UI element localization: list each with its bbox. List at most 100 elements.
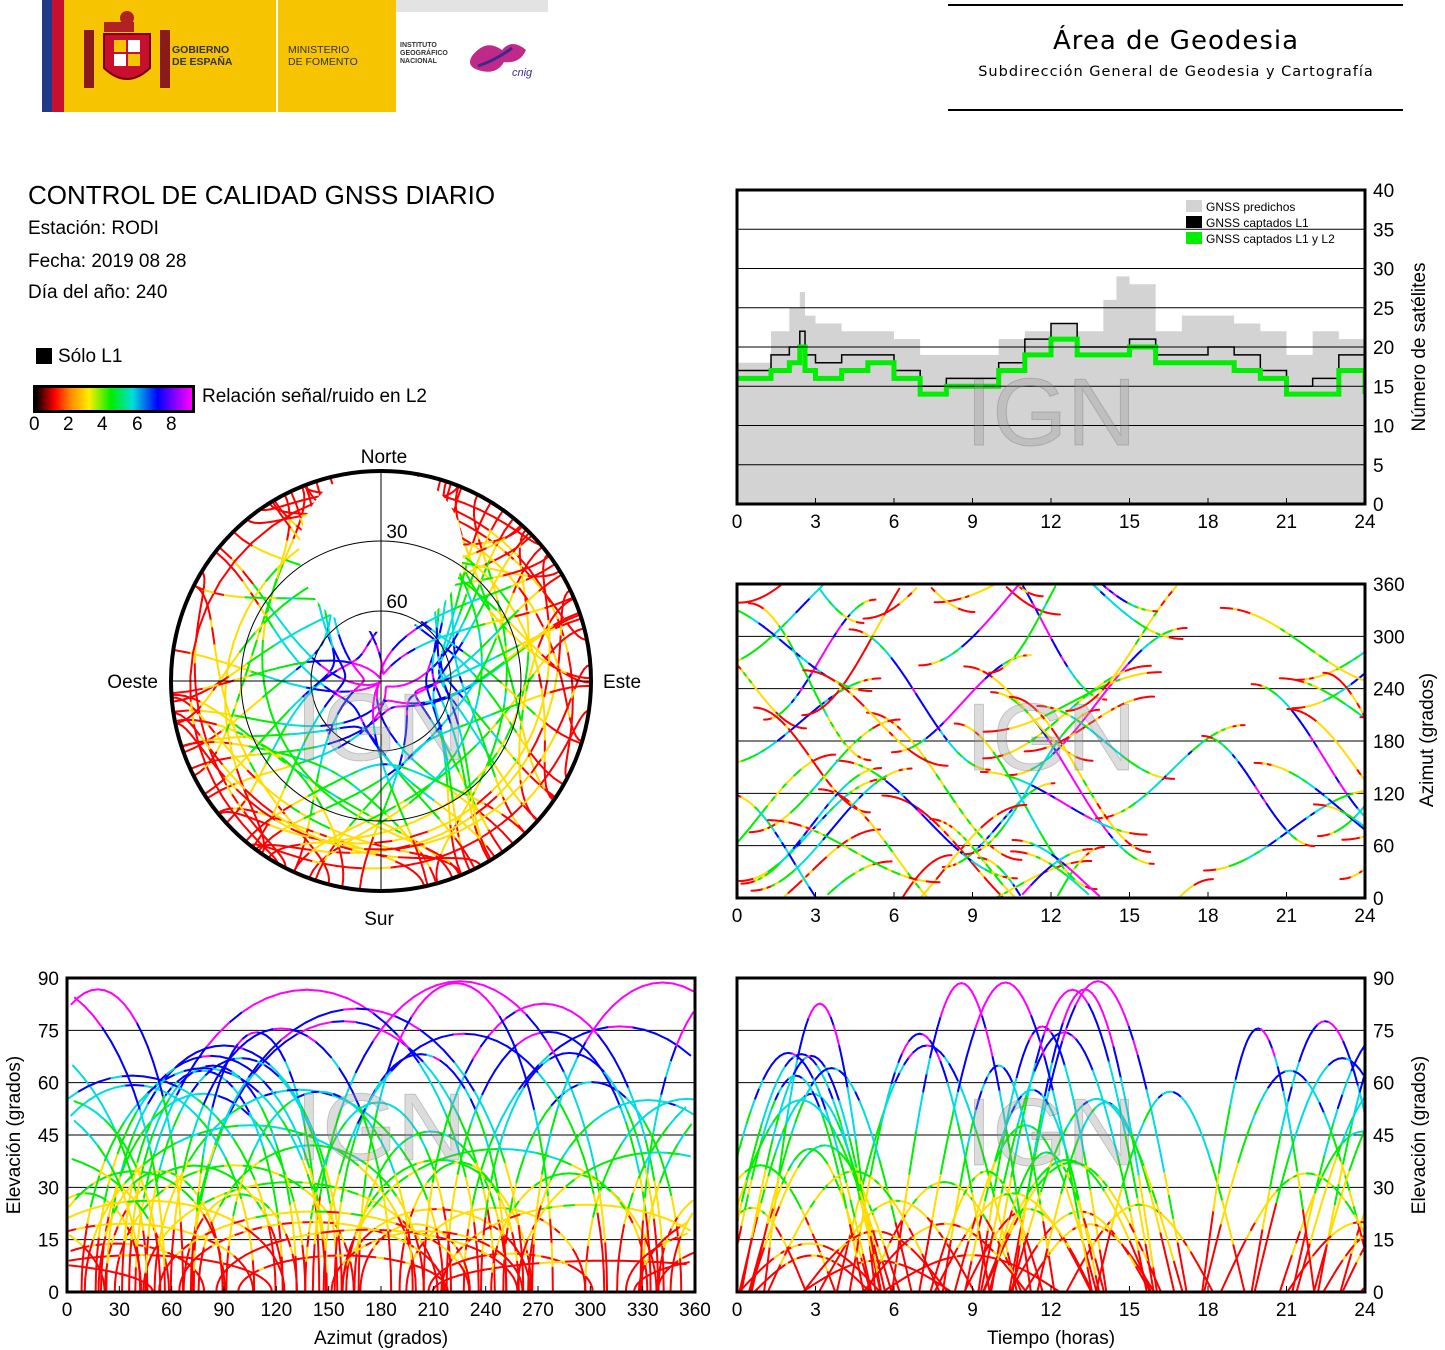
skyplot-track bbox=[523, 690, 528, 700]
skyplot-track bbox=[400, 820, 416, 828]
azimuth-track bbox=[979, 871, 986, 879]
azimuth-track bbox=[898, 791, 906, 798]
skyplot-track bbox=[410, 749, 418, 756]
skyplot-track bbox=[471, 532, 478, 546]
skyplot-track bbox=[577, 675, 586, 679]
azimuth-track bbox=[1374, 858, 1377, 861]
skyplot-track bbox=[442, 782, 453, 789]
skyplot-track bbox=[375, 853, 389, 858]
skyplot-track bbox=[233, 723, 243, 731]
azimuth-track bbox=[1096, 803, 1103, 811]
azimuth-track bbox=[1010, 808, 1017, 816]
azimuth-track bbox=[1101, 689, 1108, 697]
skyplot-track bbox=[254, 695, 265, 705]
skyplot-track bbox=[347, 689, 358, 693]
skyplot-track bbox=[197, 603, 209, 630]
skyplot-track bbox=[337, 845, 342, 855]
azimuth-track bbox=[1406, 740, 1410, 746]
x-tick-label: 24 bbox=[1354, 906, 1376, 927]
skyplot-track bbox=[324, 746, 340, 755]
skyplot-track bbox=[414, 791, 424, 802]
skyplot-track bbox=[315, 786, 326, 793]
skyplot-track bbox=[458, 658, 468, 668]
azimuth-track bbox=[1047, 738, 1054, 747]
x-tick-label: 3 bbox=[810, 512, 821, 533]
skyplot-track bbox=[508, 574, 521, 590]
skyplot-track bbox=[275, 849, 286, 854]
skyplot-track bbox=[457, 696, 466, 707]
skyplot-track bbox=[409, 830, 430, 838]
skyplot-track bbox=[434, 724, 443, 733]
skyplot-track bbox=[568, 730, 575, 740]
skyplot-track bbox=[528, 754, 533, 764]
skyplot-track bbox=[403, 734, 407, 746]
skyplot-track bbox=[559, 745, 567, 757]
skyplot-track bbox=[453, 836, 463, 849]
skyplot-track bbox=[324, 812, 330, 822]
skyplot-track bbox=[432, 652, 435, 661]
elev-az-track bbox=[339, 1233, 346, 1245]
skyplot-track bbox=[406, 627, 418, 637]
skyplot-track bbox=[231, 753, 238, 769]
azimuth-track bbox=[1396, 831, 1399, 835]
skyplot-track bbox=[444, 813, 464, 825]
skyplot-track bbox=[199, 598, 203, 608]
skyplot-track bbox=[279, 663, 296, 669]
azimuth-track bbox=[1050, 727, 1057, 735]
azimuth-track bbox=[1171, 585, 1178, 592]
azimuth-track bbox=[1298, 719, 1304, 727]
skyplot-track bbox=[242, 580, 253, 595]
azimuth-track bbox=[1397, 820, 1401, 822]
azimuth-track bbox=[860, 647, 867, 657]
y-tick-label: 60 bbox=[1373, 837, 1394, 858]
azimuth-track bbox=[804, 881, 811, 889]
azimuth-track bbox=[1138, 631, 1145, 640]
skyplot-track bbox=[451, 799, 456, 814]
azimuth-track bbox=[717, 645, 720, 647]
skyplot-track bbox=[483, 667, 494, 677]
skyplot-track bbox=[490, 766, 497, 779]
skyplot-track bbox=[299, 644, 312, 658]
skyplot-track bbox=[507, 643, 521, 652]
skyplot-track bbox=[531, 659, 535, 668]
skyplot-track bbox=[494, 715, 504, 726]
skyplot-track bbox=[202, 710, 220, 714]
skyplot-track bbox=[265, 696, 272, 712]
azimuth-track bbox=[1127, 657, 1135, 665]
skyplot-track bbox=[485, 723, 494, 734]
azimuth-track bbox=[1341, 749, 1348, 756]
elev-az-track bbox=[351, 1271, 355, 1284]
skyplot-track bbox=[273, 816, 282, 821]
skyplot-track bbox=[373, 742, 382, 753]
skyplot-track bbox=[226, 810, 235, 814]
skyplot-track bbox=[268, 846, 278, 852]
skyplot-track bbox=[564, 611, 581, 620]
elev-az-track bbox=[214, 1164, 226, 1168]
skyplot-track bbox=[367, 814, 378, 821]
azimuth-track bbox=[901, 671, 907, 679]
skyplot-track bbox=[444, 728, 454, 734]
skyplot-track bbox=[331, 770, 339, 776]
skyplot-track bbox=[340, 858, 344, 868]
azimuth-track bbox=[887, 845, 894, 854]
azimuth-track bbox=[897, 666, 904, 674]
skyplot-track bbox=[330, 690, 339, 696]
azimuth-track bbox=[1371, 722, 1375, 725]
azimuth-track bbox=[730, 763, 734, 764]
skyplot-track bbox=[501, 710, 511, 723]
skyplot-track bbox=[249, 802, 256, 815]
azimuth-track bbox=[912, 804, 919, 812]
skyplot-track bbox=[235, 693, 241, 704]
azimuth-track bbox=[987, 881, 995, 889]
skyplot-track bbox=[365, 728, 372, 738]
skyplot-track bbox=[486, 566, 500, 572]
azimuth-track bbox=[1416, 808, 1419, 811]
skyplot-track bbox=[468, 703, 474, 713]
skyplot-track bbox=[419, 783, 432, 796]
azimuth-track bbox=[895, 856, 902, 865]
skyplot-track bbox=[411, 838, 420, 856]
skyplot-track bbox=[500, 681, 511, 692]
skyplot-track bbox=[303, 770, 315, 784]
snr-tick: 8 bbox=[166, 414, 177, 435]
skyplot-track bbox=[246, 631, 257, 643]
